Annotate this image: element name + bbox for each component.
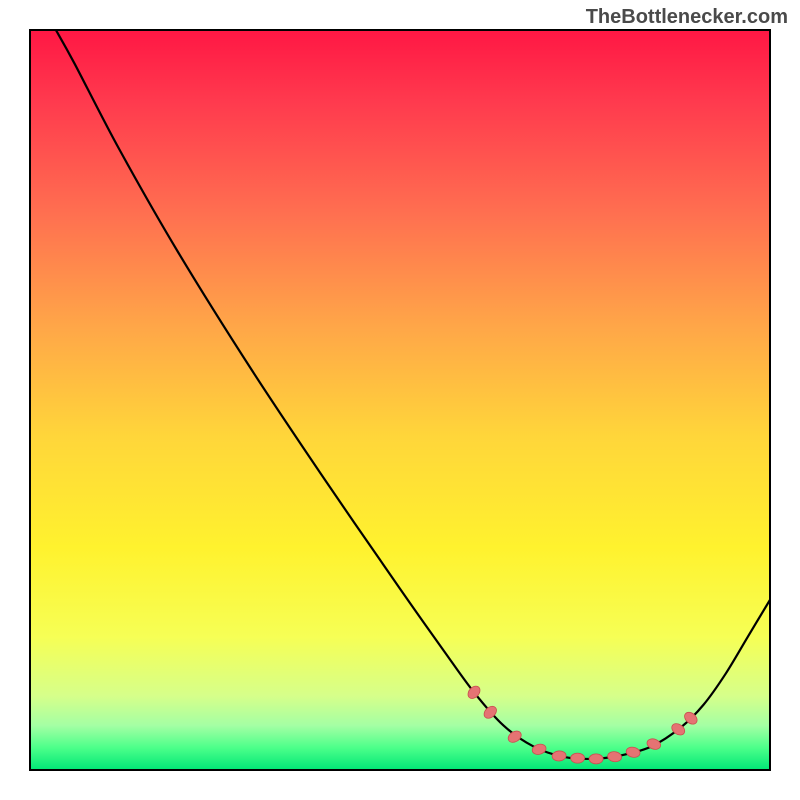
marker-dot bbox=[571, 753, 585, 763]
watermark-text: TheBottlenecker.com bbox=[586, 6, 788, 29]
marker-dot bbox=[589, 754, 603, 764]
gradient-background bbox=[30, 30, 770, 770]
bottleneck-chart: TheBottlenecker.com bbox=[0, 0, 800, 800]
chart-svg bbox=[0, 0, 800, 800]
